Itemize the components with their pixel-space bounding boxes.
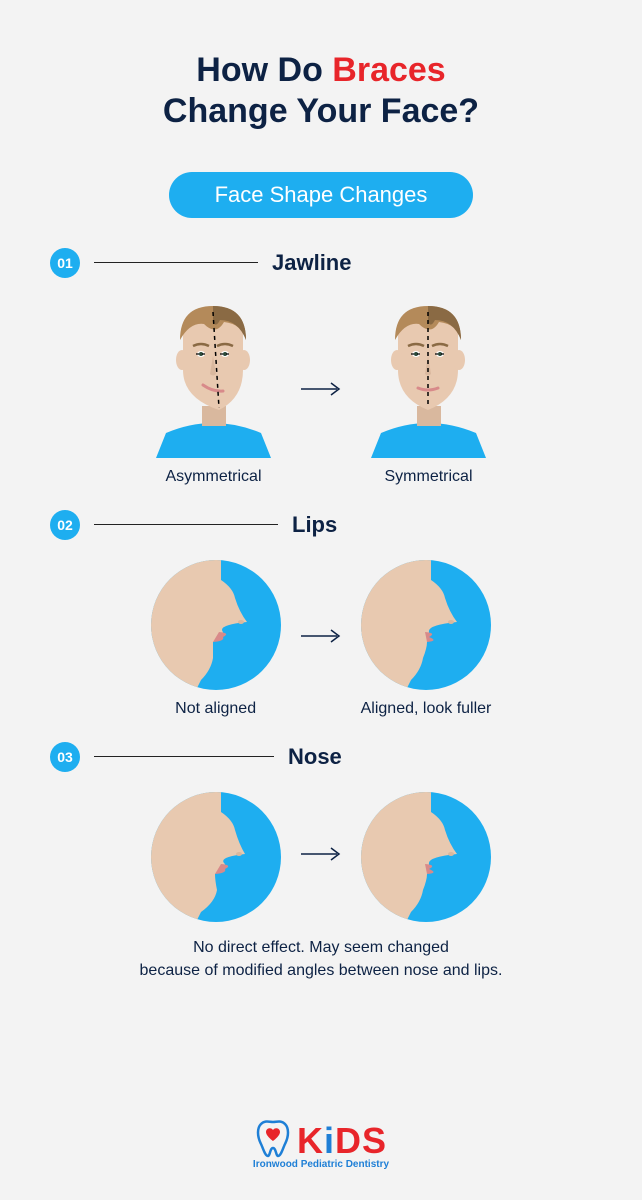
face-illustration-asym <box>146 298 281 458</box>
before-item <box>151 792 281 922</box>
arrow-icon <box>299 844 343 869</box>
after-item <box>361 792 491 922</box>
number-badge: 01 <box>50 248 80 278</box>
before-caption: Not aligned <box>175 700 256 718</box>
comparison-row: Asymmetrical Symmetrical <box>50 298 592 486</box>
face-illustration-sym <box>361 298 496 458</box>
after-item: Symmetrical <box>361 298 496 486</box>
profile-lips-before <box>151 560 281 690</box>
header-divider <box>94 262 258 263</box>
arrow-icon <box>299 626 343 651</box>
section-title: Nose <box>288 744 342 770</box>
after-item: Aligned, look fuller <box>361 560 492 718</box>
title-accent: Braces <box>332 51 445 89</box>
section-jawline: 01 Jawline Asymmetrical <box>50 248 592 486</box>
profile-lips-after <box>361 560 491 690</box>
number-badge: 03 <box>50 742 80 772</box>
page-title: How Do Braces Change Your Face? <box>163 50 479 132</box>
profile-nose-after <box>361 792 491 922</box>
section-header: 02 Lips <box>50 510 592 540</box>
after-caption: Aligned, look fuller <box>361 700 492 718</box>
logo-subtitle: Ironwood Pediatric Dentistry <box>253 1159 389 1170</box>
before-item: Asymmetrical <box>146 298 281 486</box>
profile-nose-before <box>151 792 281 922</box>
section-title: Jawline <box>272 250 351 276</box>
section-description: No direct effect. May seem changedbecaus… <box>91 936 551 982</box>
section-title: Lips <box>292 512 337 538</box>
after-caption: Symmetrical <box>384 468 472 486</box>
header-divider <box>94 756 274 757</box>
comparison-row <box>50 792 592 922</box>
before-item: Not aligned <box>151 560 281 718</box>
logo-text: KiDS <box>297 1120 387 1162</box>
comparison-row: Not aligned Aligned, look fuller <box>50 560 592 718</box>
section-lips: 02 Lips Not aligned <box>50 510 592 718</box>
tooth-heart-icon <box>255 1118 291 1163</box>
before-caption: Asymmetrical <box>165 468 261 486</box>
title-line2: Change Your Face? <box>163 92 479 130</box>
section-header: 01 Jawline <box>50 248 592 278</box>
title-pre: How Do <box>196 51 332 89</box>
brand-logo: KiDS Ironwood Pediatric Dentistry <box>253 1118 389 1170</box>
subtitle-pill: Face Shape Changes <box>169 172 474 218</box>
section-nose: 03 Nose <box>50 742 592 982</box>
header-divider <box>94 524 278 525</box>
arrow-icon <box>299 379 343 404</box>
section-header: 03 Nose <box>50 742 592 772</box>
number-badge: 02 <box>50 510 80 540</box>
